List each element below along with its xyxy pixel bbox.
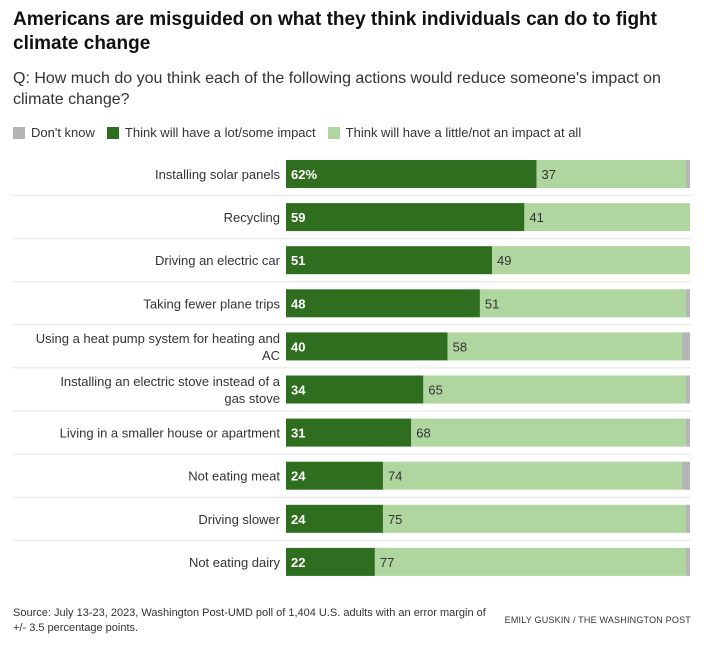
bar-little-impact (411, 418, 686, 447)
data-label-little-impact: 41 (529, 210, 543, 225)
chart-subtitle: Q: How much do you think each of the fol… (13, 70, 661, 108)
data-label-impact: 24 (291, 512, 306, 527)
bar-impact (286, 375, 424, 404)
legend-swatch-impact (106, 126, 119, 139)
bar-dont-know (685, 375, 690, 404)
bar-little-impact (479, 289, 686, 318)
data-label-impact: 59 (291, 210, 305, 225)
bar-little-impact (524, 203, 690, 232)
legend: Don't know Think will have a lot/some im… (13, 125, 593, 140)
bar-dont-know (685, 547, 690, 576)
data-label-impact: 24 (291, 469, 306, 484)
bar-impact (286, 289, 480, 318)
category-label: Using a heat pump system for heating and… (36, 331, 280, 363)
data-label-impact: 51 (291, 253, 305, 268)
bar-impact (286, 246, 493, 275)
legend-swatch-dont-know (13, 126, 25, 139)
data-label-little-impact: 68 (416, 426, 430, 441)
category-label: Driving an electric car (155, 253, 281, 268)
bar-little-impact (382, 461, 682, 490)
data-label-little-impact: 58 (453, 339, 467, 354)
data-label-little-impact: 75 (388, 512, 402, 527)
stacked-bar-chart: Installing solar panels 62% 37 Recycling 59 4… (13, 160, 691, 576)
category-label: Not eating meat (188, 469, 280, 484)
bar-dont-know (681, 461, 690, 490)
legend-swatch-little-impact (327, 126, 340, 139)
bar-little-impact (536, 160, 686, 188)
data-label-little-impact: 77 (380, 555, 394, 570)
bar-dont-know (685, 289, 690, 318)
source-note: Source: July 13-23, 2023, Washington Pos… (13, 607, 486, 634)
data-label-impact: 31 (291, 426, 305, 441)
data-label-impact: 22 (291, 555, 305, 570)
bar-impact (286, 504, 383, 533)
bar-dont-know (681, 332, 690, 361)
bar-impact (286, 461, 383, 490)
bar-little-impact (423, 375, 686, 404)
data-label-little-impact: 74 (388, 469, 402, 484)
bar-dont-know (685, 160, 690, 188)
bar-little-impact (382, 504, 686, 533)
data-label-impact: 34 (291, 383, 306, 398)
legend-label-little-impact: Think will have a little/not an impact a… (345, 125, 582, 140)
data-label-impact: 62% (291, 167, 317, 182)
data-label-little-impact: 37 (541, 167, 555, 182)
data-label-impact: 48 (291, 296, 305, 311)
bar-little-impact (492, 246, 690, 275)
data-label-little-impact: 65 (428, 383, 442, 398)
legend-item-little-impact: Think will have a little/not an impact a… (327, 125, 582, 140)
category-label: Driving slower (198, 512, 280, 527)
category-label: Not eating dairy (189, 555, 281, 570)
bar-little-impact (374, 547, 686, 576)
data-label-impact: 40 (291, 339, 305, 354)
legend-item-dont-know: Don't know (13, 125, 95, 140)
bar-impact (286, 418, 412, 447)
category-label: Recycling (224, 210, 280, 225)
bar-impact (286, 203, 525, 232)
legend-label-dont-know: Don't know (31, 125, 95, 140)
chart-title: Americans are misguided on what they thi… (13, 9, 657, 54)
data-label-little-impact: 51 (485, 296, 499, 311)
bar-impact (286, 332, 448, 361)
category-label: Living in a smaller house or apartment (60, 426, 281, 441)
bar-dont-know (685, 418, 690, 447)
category-label: Taking fewer plane trips (143, 296, 280, 311)
legend-label-impact: Think will have a lot/some impact (124, 125, 316, 140)
bar-impact (286, 160, 537, 188)
category-label: Installing solar panels (155, 167, 281, 182)
data-label-little-impact: 49 (497, 253, 511, 268)
bar-little-impact (447, 332, 682, 361)
credit-line: EMILY GUSKIN / THE WASHINGTON POST (504, 615, 691, 625)
bar-dont-know (685, 504, 690, 533)
category-label: Installing an electric stove instead of … (60, 374, 280, 406)
bar-impact (286, 547, 375, 576)
legend-item-impact: Think will have a lot/some impact (106, 125, 316, 140)
